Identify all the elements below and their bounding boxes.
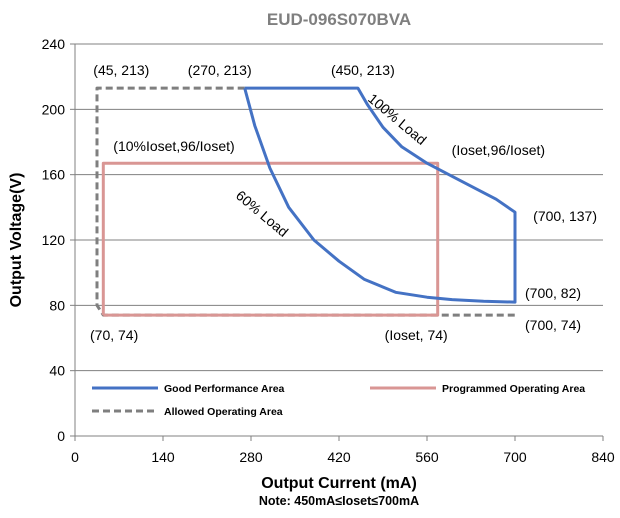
data-label: 100% Load [365,90,430,148]
y-tick-label: 200 [42,101,66,117]
data-label: (700, 74) [525,317,581,333]
x-tick-label: 560 [415,449,439,465]
y-tick-label: 0 [57,428,65,444]
data-label: (45, 213) [93,62,149,78]
y-tick-label: 40 [49,363,65,379]
annotations: (45, 213) (270, 213) (450, 213) (10%Ioset,9… [90,62,597,343]
series-line-good-performance-area [243,86,517,304]
plot-area [95,86,517,317]
series-line-allowed-operating-area [95,86,515,317]
legend-label: Programmed Operating Area [442,383,585,395]
legend: Good Performance Area Programmed Operatin… [92,383,585,418]
x-tick-label: 140 [151,449,175,465]
data-label: (10%Ioset,96/Ioset) [113,138,234,154]
y-axis-label: Output Voltage(V) [8,173,25,308]
y-tick-label: 160 [42,167,66,183]
grid [74,43,603,437]
y-tick-label: 240 [42,36,66,52]
chart-note: Note: 450mA≤Ioset≤700mA [259,494,419,508]
x-tick-label: 700 [503,449,527,465]
x-tick-label: 280 [239,449,263,465]
series-line-programmed-operating-area [101,161,440,317]
data-label: (450, 213) [331,62,395,78]
data-label: (Ioset,96/Ioset) [452,142,545,158]
chart-title: EUD-096S070BVA [267,10,411,29]
x-tick-label: 840 [591,449,615,465]
ticks: 0 140 280 420 560 700 840 0 40 80 120 160 200 240 [42,36,615,465]
data-label: (700, 82) [525,285,581,301]
x-tick-label: 0 [71,449,79,465]
x-tick-label: 420 [327,449,351,465]
data-label: (Ioset, 74) [385,327,448,343]
data-label: (70, 74) [90,327,138,343]
y-tick-label: 120 [42,232,66,248]
data-label: (700, 137) [533,208,597,224]
x-axis-label: Output Current (mA) [261,475,417,492]
legend-label: Good Performance Area [164,383,285,395]
data-label: (270, 213) [188,62,252,78]
legend-label: Allowed Operating Area [164,406,283,418]
y-tick-label: 80 [49,297,65,313]
